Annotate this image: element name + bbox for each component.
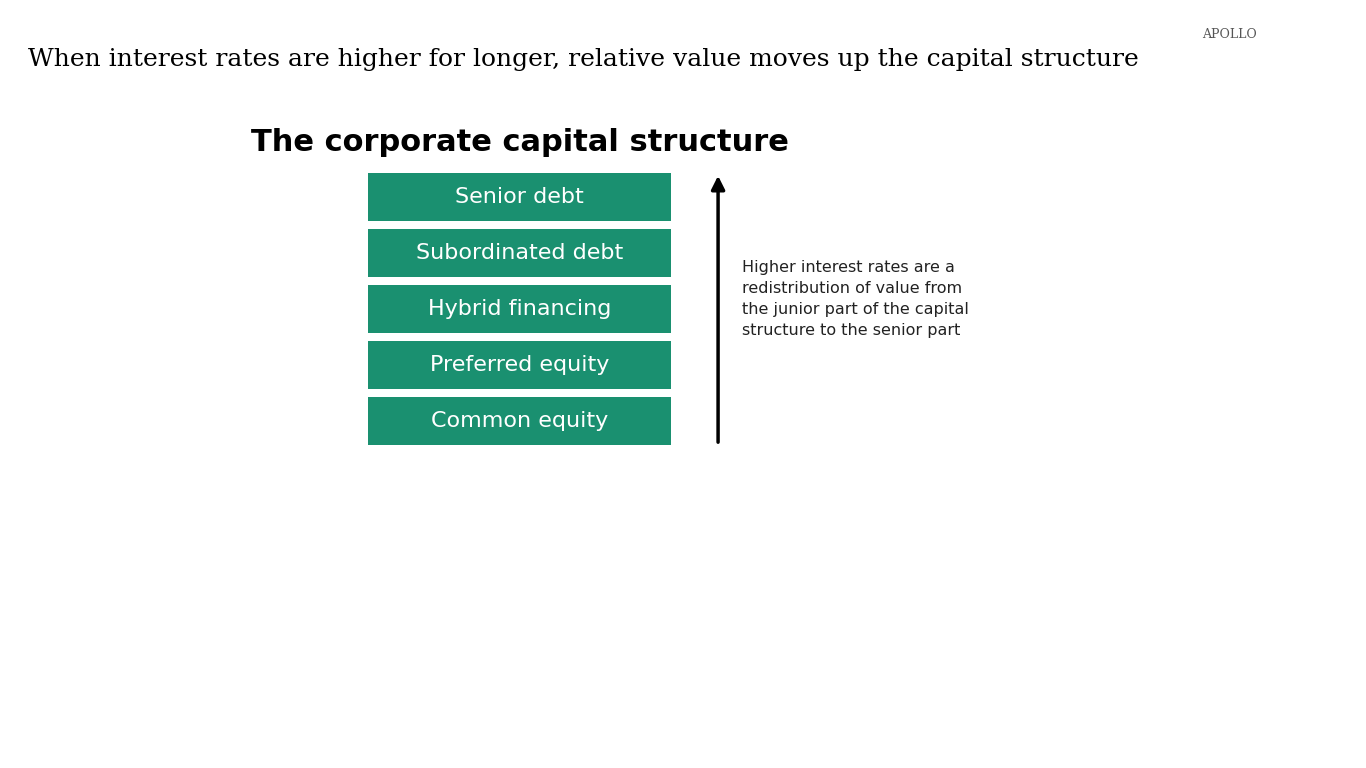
- FancyBboxPatch shape: [369, 397, 671, 445]
- Text: Common equity: Common equity: [432, 411, 608, 431]
- FancyBboxPatch shape: [369, 229, 671, 277]
- FancyBboxPatch shape: [369, 173, 671, 221]
- Text: When interest rates are higher for longer, relative value moves up the capital s: When interest rates are higher for longe…: [29, 48, 1139, 71]
- Text: Higher interest rates are a
redistribution of value from
the junior part of the : Higher interest rates are a redistributi…: [742, 260, 968, 338]
- Text: Hybrid financing: Hybrid financing: [428, 299, 612, 319]
- Text: Preferred equity: Preferred equity: [430, 355, 609, 375]
- Text: The corporate capital structure: The corporate capital structure: [251, 128, 788, 157]
- FancyBboxPatch shape: [369, 341, 671, 389]
- Text: APOLLO: APOLLO: [1202, 28, 1257, 41]
- Text: Subordinated debt: Subordinated debt: [417, 243, 623, 263]
- Text: Senior debt: Senior debt: [455, 187, 585, 207]
- FancyBboxPatch shape: [369, 285, 671, 333]
